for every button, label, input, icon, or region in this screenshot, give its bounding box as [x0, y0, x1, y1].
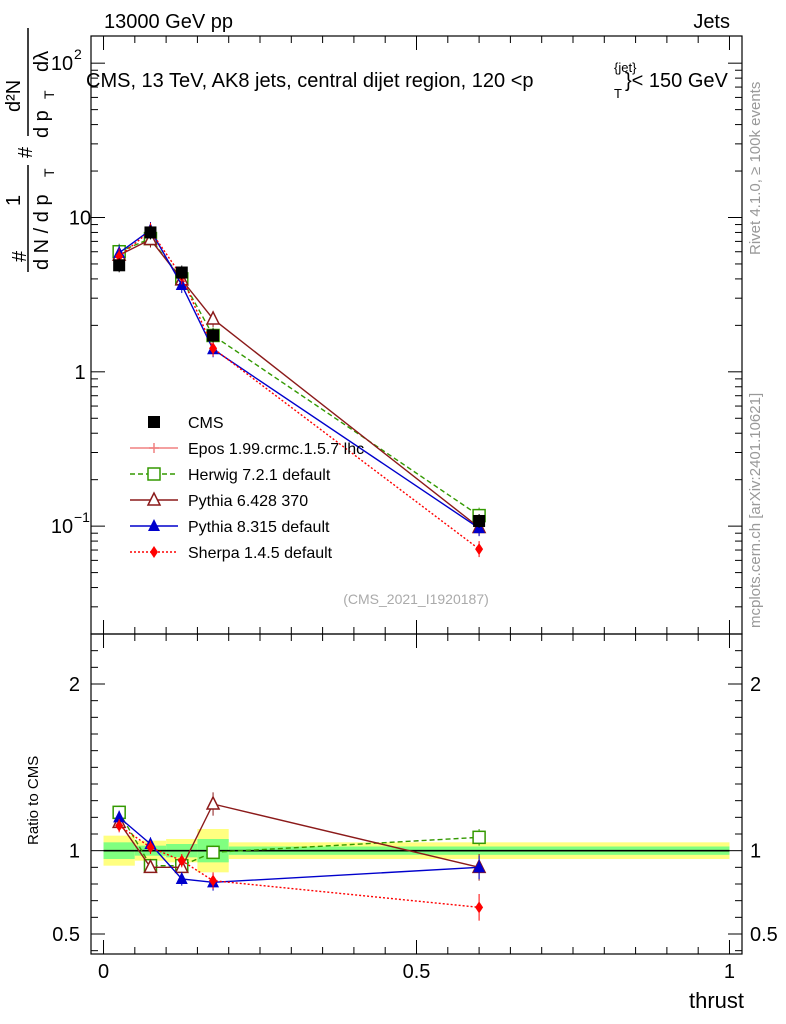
legend: CMS Epos 1.99.crmc.1.5.7 lhc Herwig 7.2.1 …	[130, 415, 364, 562]
series-line	[118, 229, 480, 550]
category-label: Jets	[693, 11, 730, 33]
y-tick-label: 1	[74, 362, 85, 384]
series-marker	[205, 310, 221, 325]
ratio-tick-label: 1	[69, 841, 80, 863]
legend-label: Pythia 6.428 370	[188, 493, 308, 510]
y-tick-label: 10	[69, 207, 91, 229]
ratio-tick-label-right: 1	[750, 841, 761, 863]
data-point	[144, 226, 157, 239]
ratio-marker	[475, 901, 484, 914]
legend-marker	[146, 491, 162, 506]
y-tick-label-exp: 2	[74, 46, 82, 62]
legend-label: Herwig 7.2.1 default	[188, 467, 331, 484]
energy-label: 13000 GeV pp	[104, 11, 233, 33]
y-dpt: d p	[31, 110, 53, 138]
legend-marker	[148, 416, 160, 428]
y-tick-label-exp: −1	[74, 509, 90, 525]
ratio-tick-label: 0.5	[52, 924, 80, 946]
y-frac-den-sub: T	[41, 168, 57, 177]
ratio-plot-area	[103, 792, 730, 921]
data-point	[207, 329, 220, 342]
x-tick-label: 0.5	[403, 961, 431, 983]
ratio-axis-label: Ratio to CMS	[25, 756, 42, 845]
y-dlambda: dλ	[31, 51, 53, 72]
ratio-frame	[90, 633, 743, 955]
y-hash-right: #	[15, 146, 37, 158]
ratio-marker	[175, 872, 188, 884]
ratio-marker	[113, 810, 126, 823]
mcplots-label: mcplots.cern.ch [arXiv:2401.10621]	[747, 393, 764, 628]
ratio-marker	[177, 854, 186, 867]
y-d2n: d²N	[3, 80, 25, 112]
ratio-marker	[209, 874, 218, 887]
legend-marker	[150, 546, 158, 558]
data-point	[473, 514, 486, 527]
y-hash-left: #	[9, 250, 31, 262]
main-plot-area	[111, 221, 487, 558]
ratio-marker	[143, 858, 158, 874]
series-marker	[475, 543, 484, 556]
x-tick-label: 0	[98, 961, 109, 983]
x-tick-label: 1	[724, 961, 735, 983]
y-tick-label: 10	[51, 53, 73, 75]
ratio-series-line	[118, 825, 480, 909]
ratio-series-line	[118, 811, 480, 867]
ratio-marker	[206, 845, 220, 860]
title-main: CMS, 13 TeV, AK8 jets, central dijet reg…	[86, 70, 534, 92]
data-point	[175, 266, 188, 279]
series-line	[118, 238, 480, 529]
legend-label: CMS	[188, 415, 224, 432]
plot-title: CMS, 13 TeV, AK8 jets, central dijet reg…	[86, 60, 729, 101]
y-dpt-sub: T	[41, 90, 57, 99]
y-frac-num: 1	[3, 195, 25, 206]
ratio-ticks: 0.5 0.5 1 1 2 2	[52, 650, 778, 952]
ratio-tick-label: 2	[69, 674, 80, 696]
ratio-tick-label-right: 0.5	[750, 924, 778, 946]
ratio-marker	[473, 860, 486, 873]
y-tick-label: 10	[51, 516, 73, 538]
x-axis-label: thrust	[689, 988, 744, 1013]
ratio-marker	[115, 819, 124, 832]
data-point	[113, 259, 126, 272]
y-frac-den: d N / d p	[31, 194, 53, 270]
legend-marker	[148, 519, 160, 531]
legend-label: Pythia 8.315 default	[188, 519, 330, 536]
title-sup: {jet}	[614, 60, 637, 75]
legend-label: Epos 1.99.crmc.1.5.7 lhc	[188, 441, 364, 458]
series-marker	[209, 342, 218, 355]
ratio-tick-label-right: 2	[750, 674, 761, 696]
rivet-label: Rivet 4.1.0, ≥ 100k events	[747, 82, 764, 255]
ratio-marker	[472, 830, 486, 845]
analysis-id: (CMS_2021_I1920187)	[343, 591, 489, 607]
ratio-marker	[205, 795, 221, 810]
legend-marker	[147, 467, 161, 481]
legend-label: Sherpa 1.4.5 default	[188, 545, 333, 562]
title-end: }< 150 GeV	[625, 70, 729, 92]
y-axis-label: # 1 d N / d p T # d²N d p T dλ	[3, 28, 57, 272]
title-sub: T	[614, 86, 622, 101]
ratio-marker	[146, 841, 155, 854]
